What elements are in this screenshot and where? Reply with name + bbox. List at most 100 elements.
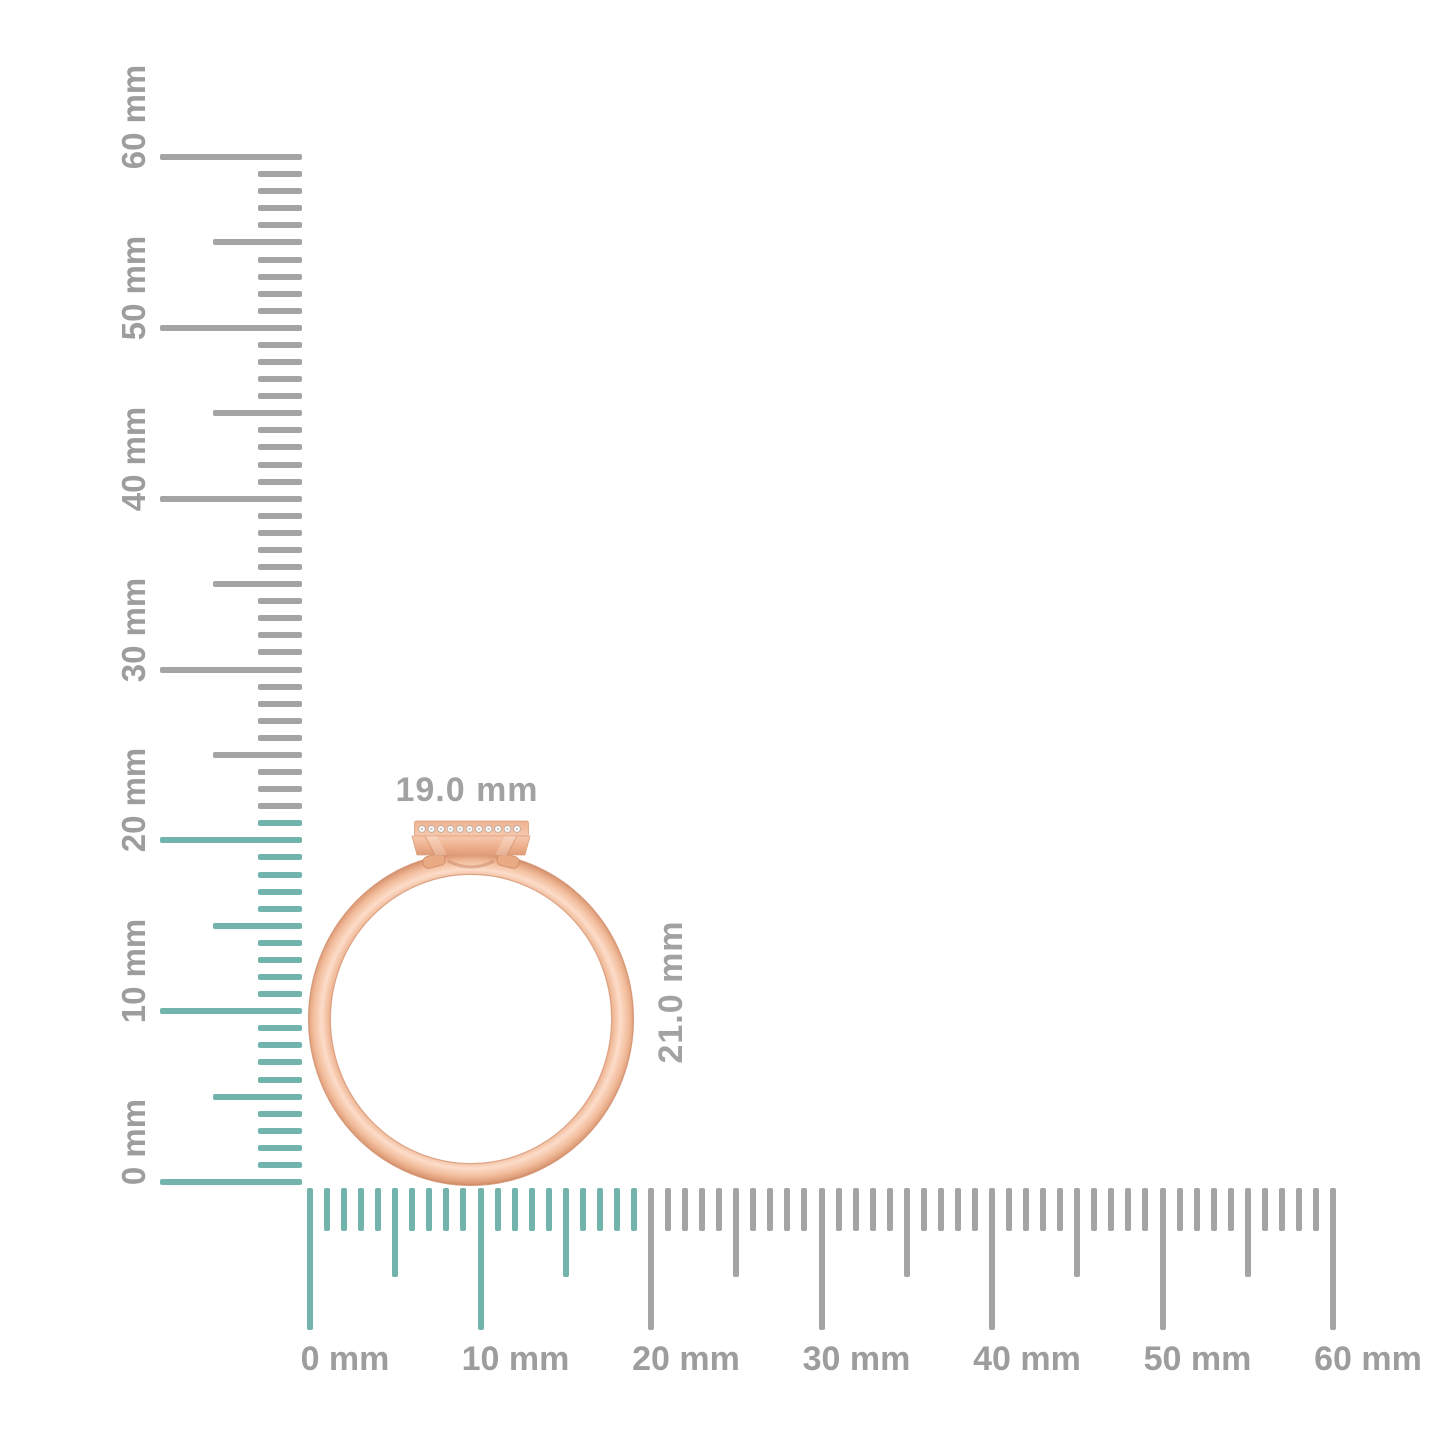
- h-ruler-tick-38mm: [954, 1188, 961, 1231]
- v-ruler-tick-12mm: [258, 974, 302, 980]
- v-ruler-tick-38mm: [258, 529, 302, 536]
- head-diamond-facet: [430, 827, 433, 831]
- h-ruler-tick-41mm: [1006, 1188, 1013, 1231]
- head-diamond-facet: [477, 827, 481, 831]
- v-ruler-tick-40mm: [160, 495, 302, 502]
- h-ruler-tick-59mm: [1312, 1188, 1319, 1231]
- v-ruler-tick-6mm: [258, 1076, 302, 1083]
- h-ruler-tick-22mm: [682, 1188, 689, 1231]
- h-ruler-tick-2mm: [341, 1188, 348, 1231]
- head-diamond-facet: [515, 827, 519, 831]
- h-ruler-tick-43mm: [1040, 1188, 1047, 1231]
- h-ruler-tick-50mm: [1159, 1188, 1166, 1330]
- h-ruler-tick-42mm: [1023, 1188, 1030, 1231]
- v-ruler-tick-1mm: [258, 1161, 302, 1168]
- head-diamond-facet: [487, 827, 490, 831]
- v-ruler-tick-53mm: [258, 273, 302, 280]
- v-ruler-tick-16mm: [258, 905, 302, 912]
- v-ruler-tick-20mm: [160, 837, 302, 844]
- v-ruler-tick-43mm: [258, 444, 302, 451]
- h-ruler-tick-12mm: [511, 1188, 518, 1231]
- h-ruler-tick-47mm: [1108, 1188, 1115, 1231]
- v-ruler-tick-11mm: [258, 991, 302, 998]
- v-ruler-tick-54mm: [258, 256, 302, 263]
- h-ruler-tick-3mm: [358, 1188, 365, 1231]
- h-ruler-tick-24mm: [716, 1188, 723, 1231]
- h-ruler-tick-23mm: [699, 1188, 706, 1231]
- v-ruler-tick-0mm: [160, 1179, 302, 1185]
- h-ruler-tick-4mm: [375, 1188, 382, 1231]
- h-ruler-tick-48mm: [1125, 1188, 1132, 1231]
- head-diamond-facet: [439, 827, 443, 831]
- h-ruler-tick-17mm: [596, 1188, 603, 1231]
- h-ruler-tick-11mm: [494, 1188, 501, 1231]
- v-ruler-tick-26mm: [258, 734, 302, 741]
- v-ruler-tick-27mm: [258, 717, 302, 724]
- h-ruler-tick-13mm: [528, 1188, 535, 1231]
- v-ruler-tick-13mm: [258, 956, 302, 963]
- h-ruler-label-60-mm: 60 mm: [1314, 1340, 1422, 1378]
- v-ruler-tick-56mm: [258, 222, 302, 229]
- h-ruler-tick-28mm: [784, 1188, 791, 1231]
- v-ruler-tick-57mm: [258, 205, 302, 212]
- v-ruler-tick-39mm: [258, 512, 302, 519]
- v-ruler-tick-41mm: [258, 478, 302, 485]
- v-ruler-tick-60mm: [160, 154, 302, 160]
- v-ruler-tick-21mm: [258, 820, 302, 827]
- head-diamond-facet: [468, 827, 471, 831]
- h-ruler-tick-14mm: [545, 1188, 552, 1231]
- head-connectors: [422, 853, 520, 869]
- ring-height-annotation: 21.0 mm: [652, 920, 690, 1064]
- v-ruler-tick-7mm: [258, 1059, 302, 1066]
- h-ruler-tick-16mm: [579, 1188, 586, 1231]
- h-ruler-tick-46mm: [1091, 1188, 1098, 1231]
- h-ruler-tick-25mm: [733, 1188, 740, 1277]
- h-ruler-tick-56mm: [1261, 1188, 1268, 1231]
- h-ruler-label-30-mm: 30 mm: [802, 1340, 911, 1378]
- v-ruler-tick-14mm: [258, 939, 302, 946]
- head-diamond-facet: [496, 827, 500, 831]
- v-ruler-tick-44mm: [258, 427, 302, 434]
- head-diamond-facet: [449, 827, 452, 831]
- h-ruler-tick-7mm: [426, 1188, 433, 1231]
- h-ruler-tick-1mm: [324, 1188, 331, 1231]
- h-ruler-tick-57mm: [1278, 1188, 1285, 1231]
- h-ruler-tick-54mm: [1227, 1188, 1234, 1231]
- h-ruler-label-0-mm: 0 mm: [300, 1340, 390, 1378]
- h-ruler-tick-44mm: [1057, 1188, 1064, 1231]
- h-ruler-tick-29mm: [801, 1188, 808, 1231]
- head-diamond-facet: [458, 827, 462, 831]
- v-ruler-tick-59mm: [258, 171, 302, 178]
- v-ruler-tick-19mm: [258, 854, 302, 861]
- v-ruler-tick-42mm: [258, 461, 302, 468]
- v-ruler-tick-45mm: [213, 410, 302, 417]
- h-ruler-tick-37mm: [937, 1188, 944, 1231]
- v-ruler-tick-36mm: [258, 564, 302, 570]
- v-ruler-tick-34mm: [258, 598, 302, 605]
- v-ruler-tick-29mm: [258, 683, 302, 690]
- v-ruler-tick-5mm: [213, 1093, 302, 1100]
- v-ruler-tick-55mm: [213, 239, 302, 246]
- v-ruler-tick-23mm: [258, 786, 302, 793]
- v-ruler-tick-25mm: [213, 751, 302, 758]
- h-ruler-tick-55mm: [1244, 1188, 1251, 1277]
- h-ruler-tick-10mm: [477, 1188, 484, 1330]
- h-ruler-tick-6mm: [409, 1188, 416, 1231]
- h-ruler-tick-60mm: [1330, 1188, 1336, 1330]
- h-ruler-tick-33mm: [869, 1188, 876, 1231]
- h-ruler-tick-39mm: [971, 1188, 978, 1231]
- h-ruler-label-20-mm: 20 mm: [632, 1340, 740, 1378]
- h-ruler-label-40-mm: 40 mm: [973, 1340, 1081, 1378]
- h-ruler-tick-5mm: [392, 1188, 399, 1277]
- head-diamond-facet: [420, 827, 424, 831]
- ring-width-annotation: 19.0 mm: [395, 771, 539, 809]
- h-ruler-tick-36mm: [920, 1188, 927, 1231]
- ring-head: [411, 820, 531, 856]
- h-ruler-tick-8mm: [443, 1188, 450, 1231]
- under-head-shadow: [447, 859, 495, 869]
- v-ruler-tick-46mm: [258, 393, 302, 400]
- h-ruler-tick-30mm: [818, 1188, 825, 1330]
- h-ruler-tick-53mm: [1210, 1188, 1217, 1231]
